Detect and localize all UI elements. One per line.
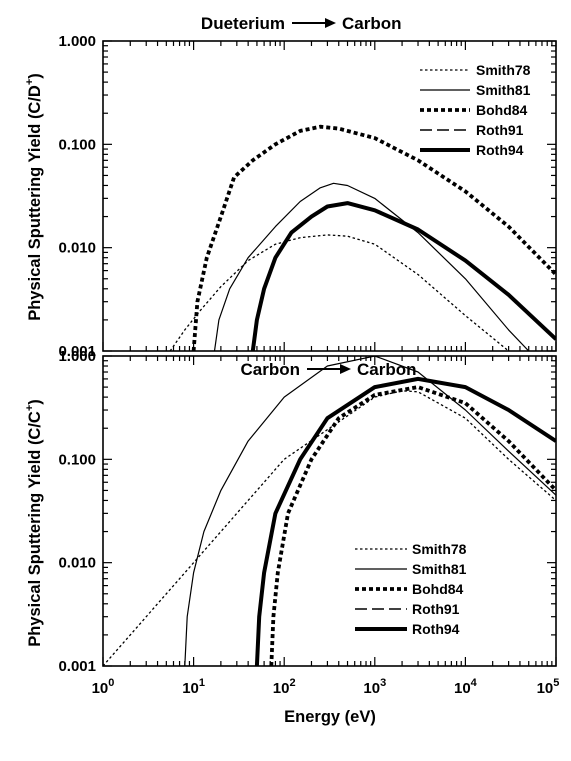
bottom-legend-roth94: Roth94 [355,621,460,637]
series-line-bohd84 [191,124,556,351]
bottom-series [103,356,556,666]
top-ylabel-sup: + [24,79,36,85]
y-tick-label: 0.100 [58,451,96,468]
top-ylabel-main: Physical Sputtering Yield (C/D [26,85,44,321]
bottom-legend-smith81-label: Smith81 [412,561,467,577]
top-title-arrow [292,18,336,28]
xtick-label-1e1: 101 [182,677,205,697]
series-line-bohd84 [269,385,556,666]
bottom-title-to: Carbon [357,360,417,379]
top-legend-roth91-label: Roth91 [476,122,524,138]
bottom-legend-roth94-label: Roth94 [412,621,460,637]
xtick-label-1e5: 105 [537,677,560,697]
top-legend-bohd84-label: Bohd84 [476,102,528,118]
series-line-smith81 [213,182,530,351]
series-line-smith81 [184,356,556,666]
top-legend-roth94: Roth94 [420,142,524,158]
top-ylabel: Physical Sputtering Yield (C/D+) [24,73,44,321]
y-tick-label: 0.100 [58,136,96,153]
top-legend-bohd84: Bohd84 [420,102,528,118]
top-legend-smith81: Smith81 [420,82,531,98]
bottom-legend: Smith78 Smith81 Bohd84 Roth91 Roth94 [355,541,467,637]
svg-text:Physical Sputtering Yield (C/D: Physical Sputtering Yield (C/D+) [24,73,44,321]
bottom-legend-smith78: Smith78 [355,541,467,557]
bottom-plot-frame [102,355,557,667]
top-legend: Smith78 Smith81 Bohd84 Roth91 Roth94 [420,62,531,158]
top-legend-roth94-label: Roth94 [476,142,524,158]
top-legend-smith78: Smith78 [420,62,531,78]
bottom-legend-roth91-label: Roth91 [412,601,460,617]
y-tick-label: 0.010 [58,555,96,572]
bottom-ylabel: Physical Sputtering Yield (C/C+) [24,399,44,647]
xtick-label-1e2: 102 [273,677,296,697]
bottom-axes: 1.000 0.100 0.010 0.001 [58,348,557,675]
top-title-to: Carbon [342,14,402,33]
top-series [169,124,556,351]
xtick-label-1e4: 104 [454,677,478,697]
bottom-xlabel: Energy (eV) [284,708,376,726]
series-line-smith78 [169,234,510,351]
xtick-label-1e0: 100 [92,677,115,697]
y-tick-label: 0.001 [58,343,96,360]
bottom-title-from: Carbon [241,360,301,379]
bottom-xticklabels: 100 101 102 103 104 105 [92,677,560,697]
bottom-legend-smith81: Smith81 [355,561,467,577]
bottom-ylabel-sup: + [24,405,36,411]
series-line-roth94 [250,201,556,351]
bottom-ylabel-main: Physical Sputtering Yield (C/C [26,411,44,647]
y-tick-label: 0.010 [58,240,96,257]
y-tick-label: 1.000 [58,33,96,50]
bottom-legend-roth91: Roth91 [355,601,460,617]
bottom-ylabel-close: ) [26,399,44,405]
y-tick-label: 0.001 [58,658,96,675]
y-tick-label: 1.000 [58,348,96,365]
top-legend-smith81-label: Smith81 [476,82,531,98]
series-line-roth94 [254,376,556,666]
bottom-legend-bohd84: Bohd84 [355,581,464,597]
top-panel: Dueterium Carbon Physical Sputtering Yie… [24,14,557,360]
bottom-legend-smith78-label: Smith78 [412,541,467,557]
top-title-from: Dueterium [201,14,285,33]
top-legend-smith78-label: Smith78 [476,62,531,78]
top-ylabel-close: ) [26,73,44,79]
xtick-label-1e3: 103 [363,677,386,697]
top-legend-roth91: Roth91 [420,122,524,138]
top-plot-frame [102,40,557,352]
bottom-panel: Carbon Carbon Physical Sputtering Yield … [24,348,559,726]
svg-text:Physical Sputtering Yield (C/C: Physical Sputtering Yield (C/C+) [24,399,44,647]
bottom-legend-bohd84-label: Bohd84 [412,581,464,597]
